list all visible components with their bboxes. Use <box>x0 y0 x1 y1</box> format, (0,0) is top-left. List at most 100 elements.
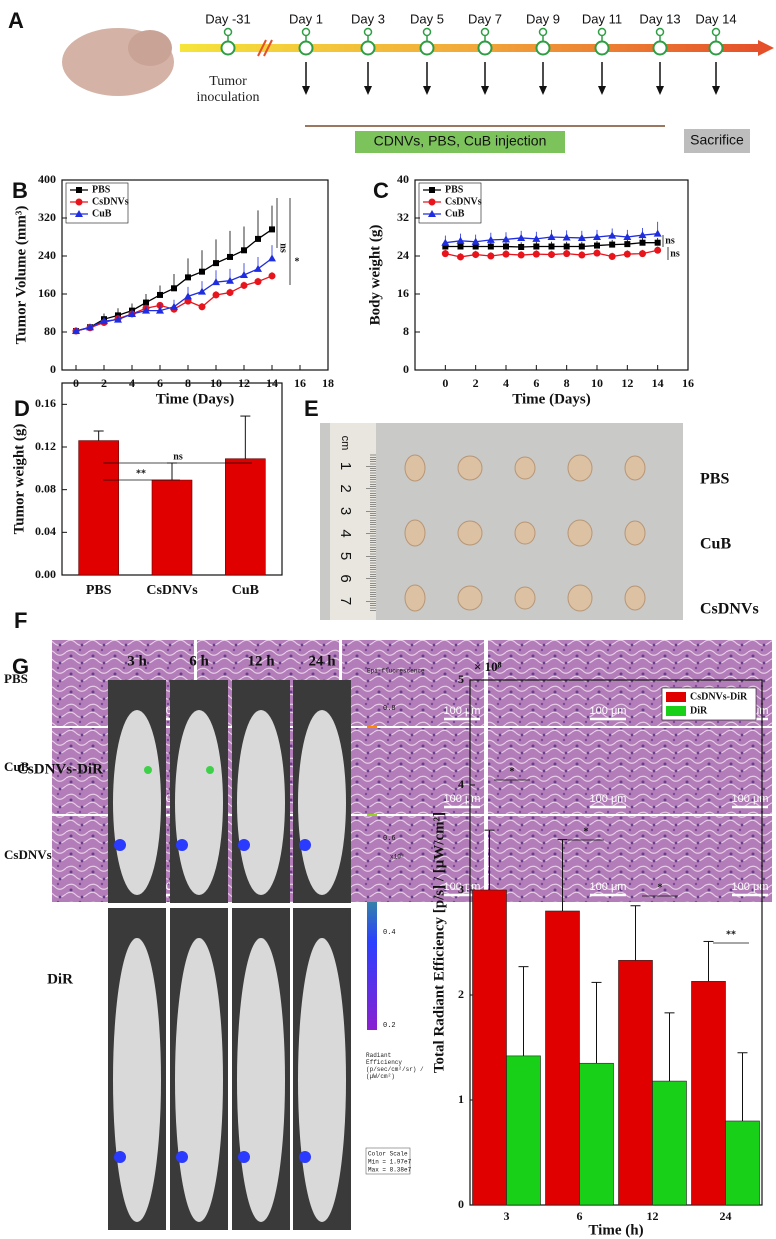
significance-label: * <box>295 256 300 267</box>
marker <box>269 226 275 233</box>
tumor <box>624 585 646 611</box>
significance-label: ns <box>670 248 680 259</box>
marker <box>456 236 465 244</box>
marker <box>199 268 205 275</box>
y-tick-label: 16 <box>397 286 409 300</box>
marker <box>143 299 149 306</box>
marker <box>75 210 83 217</box>
histology-tile <box>630 816 772 902</box>
dose-arrowhead <box>712 86 720 95</box>
day-pin-head <box>422 27 432 37</box>
y-axis-label: Body weight (g) <box>367 225 383 326</box>
y-tick-label: 24 <box>397 248 409 262</box>
colorbar-exponent: x10⁸ <box>390 854 404 861</box>
x-tick-label: 24 <box>720 1209 732 1223</box>
marker <box>442 243 449 250</box>
scale-bar-label: 100 μm <box>444 705 481 717</box>
marker <box>502 250 510 258</box>
marker <box>75 198 83 206</box>
tumor <box>567 519 593 547</box>
injection-text: CDNVs, PBS, CuB injection <box>374 133 547 149</box>
y-tick-label: 1 <box>458 1092 464 1106</box>
marker <box>654 239 661 246</box>
photo-row-label: CsDNVs <box>700 601 759 618</box>
histology-tile <box>342 640 484 726</box>
tumor <box>567 584 593 612</box>
marker <box>487 252 495 260</box>
signal <box>176 1151 188 1163</box>
marker <box>533 243 540 250</box>
ruler-unit: cm <box>339 436 351 451</box>
x-tick-label: 4 <box>503 376 509 390</box>
panel-label: D <box>14 396 30 421</box>
timeline-arrowhead <box>758 40 774 56</box>
sacrifice-box <box>684 129 750 153</box>
significance-label: * <box>584 826 589 837</box>
marker <box>128 309 136 317</box>
histology-tile <box>342 816 484 902</box>
day-pin-head <box>363 27 373 37</box>
bar <box>691 981 726 1206</box>
tumor <box>404 454 426 482</box>
dose-arrowhead <box>539 86 547 95</box>
mouse-body <box>175 710 223 895</box>
marker <box>184 292 192 300</box>
y-axis-label: Total Radiant Efficiency [p/s] / [μW/cm²… <box>431 812 447 1073</box>
color-scale-line: Min = 1.97e7 <box>368 1159 412 1166</box>
marker <box>472 251 480 259</box>
x-tick-label: 16 <box>294 376 306 390</box>
bar <box>725 1120 760 1206</box>
panel-label: F <box>14 608 27 633</box>
y-tick-label: 8 <box>403 324 409 338</box>
histology-row-label: PBS <box>4 671 28 686</box>
day-node <box>298 40 314 56</box>
plot-frame <box>469 679 763 1206</box>
day-node <box>419 40 435 56</box>
marker <box>517 233 526 241</box>
x-tick-label: 16 <box>682 376 694 390</box>
scale-bar-label: 100 μm <box>590 793 627 805</box>
colorbar-tick: 0.4 <box>383 929 396 937</box>
dose-arrowhead <box>364 86 372 95</box>
significance-label: * <box>510 766 515 777</box>
marker <box>472 243 479 250</box>
signal <box>176 839 188 851</box>
y-tick-label: 0.00 <box>35 567 56 581</box>
tumor <box>624 520 646 546</box>
mouse-head <box>128 30 172 66</box>
y-tick-label: 0 <box>403 362 409 376</box>
ruler-number: 5 <box>337 552 354 560</box>
photo-row-label: CuB <box>700 536 731 553</box>
day-pin-head <box>480 27 490 37</box>
day-node <box>477 40 493 56</box>
dose-arrowhead <box>656 86 664 95</box>
legend-label: CsDNVs-DiR <box>690 691 748 702</box>
legend-label: DiR <box>690 705 708 716</box>
marker <box>486 235 495 243</box>
marker <box>639 239 646 246</box>
marker <box>502 235 510 243</box>
y-tick-label: 320 <box>38 210 56 224</box>
sacrifice-text: Sacrifice <box>690 132 744 148</box>
day-pin-head <box>597 27 607 37</box>
panel-label: C <box>373 178 389 203</box>
marker <box>518 243 525 250</box>
legend-label: CsDNVs <box>92 196 129 207</box>
marker <box>72 327 80 335</box>
marker <box>86 323 94 331</box>
day-label: Day 14 <box>695 11 736 26</box>
y-tick-label: 80 <box>44 324 56 338</box>
mouse-body <box>237 938 285 1222</box>
marker <box>532 234 541 242</box>
marker <box>76 187 82 193</box>
x-tick-label: 12 <box>621 376 633 390</box>
y-tick-label: 400 <box>38 172 56 186</box>
marker <box>198 303 206 311</box>
marker <box>653 229 662 237</box>
y-tick-label: 0 <box>458 1197 464 1211</box>
time-label: 12 h <box>247 653 275 669</box>
x-tick-label: CuB <box>232 583 259 598</box>
marker <box>156 306 164 314</box>
legend-swatch <box>666 706 686 716</box>
